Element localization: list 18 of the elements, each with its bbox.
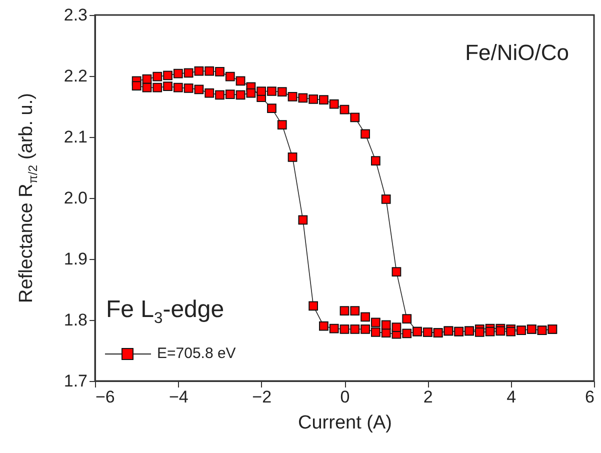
y-tick-label: 2.1 — [64, 128, 88, 146]
y-tick-label: 1.9 — [64, 250, 88, 268]
annotation: Fe/NiO/Co — [465, 40, 569, 66]
x-tick-label: −4 — [168, 388, 188, 406]
x-tick-label: 2 — [423, 388, 433, 406]
y-tick-label: 2.2 — [64, 66, 88, 86]
x-tick-label: −6 — [96, 388, 115, 406]
y-tick-label: 1.8 — [64, 310, 88, 330]
y-tick-label: 2.3 — [64, 6, 88, 24]
x-tick-label: 4 — [506, 388, 516, 406]
legend-label: E=705.8 eV — [157, 345, 236, 362]
x-tick-label: 0 — [340, 388, 350, 406]
x-tick-label: 6 — [585, 388, 594, 406]
annotation: Fe L$_{3}$-edge — [104, 296, 226, 328]
y-tick-label: 2.0 — [64, 188, 88, 208]
x-tick-label: −2 — [252, 388, 272, 406]
y-tick-label: 1.7 — [64, 372, 88, 390]
x-axis-title: Current (A) — [298, 412, 392, 434]
